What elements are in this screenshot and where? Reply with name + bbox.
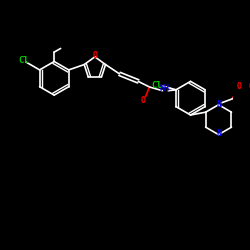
Text: N: N xyxy=(216,129,221,138)
Text: Cl: Cl xyxy=(18,56,29,65)
Text: O: O xyxy=(249,82,250,90)
Text: O: O xyxy=(236,82,242,92)
Text: N: N xyxy=(216,100,221,109)
Text: Cl: Cl xyxy=(151,80,162,90)
Text: O: O xyxy=(140,96,145,106)
Text: O: O xyxy=(92,52,98,60)
Text: NH: NH xyxy=(160,84,170,93)
